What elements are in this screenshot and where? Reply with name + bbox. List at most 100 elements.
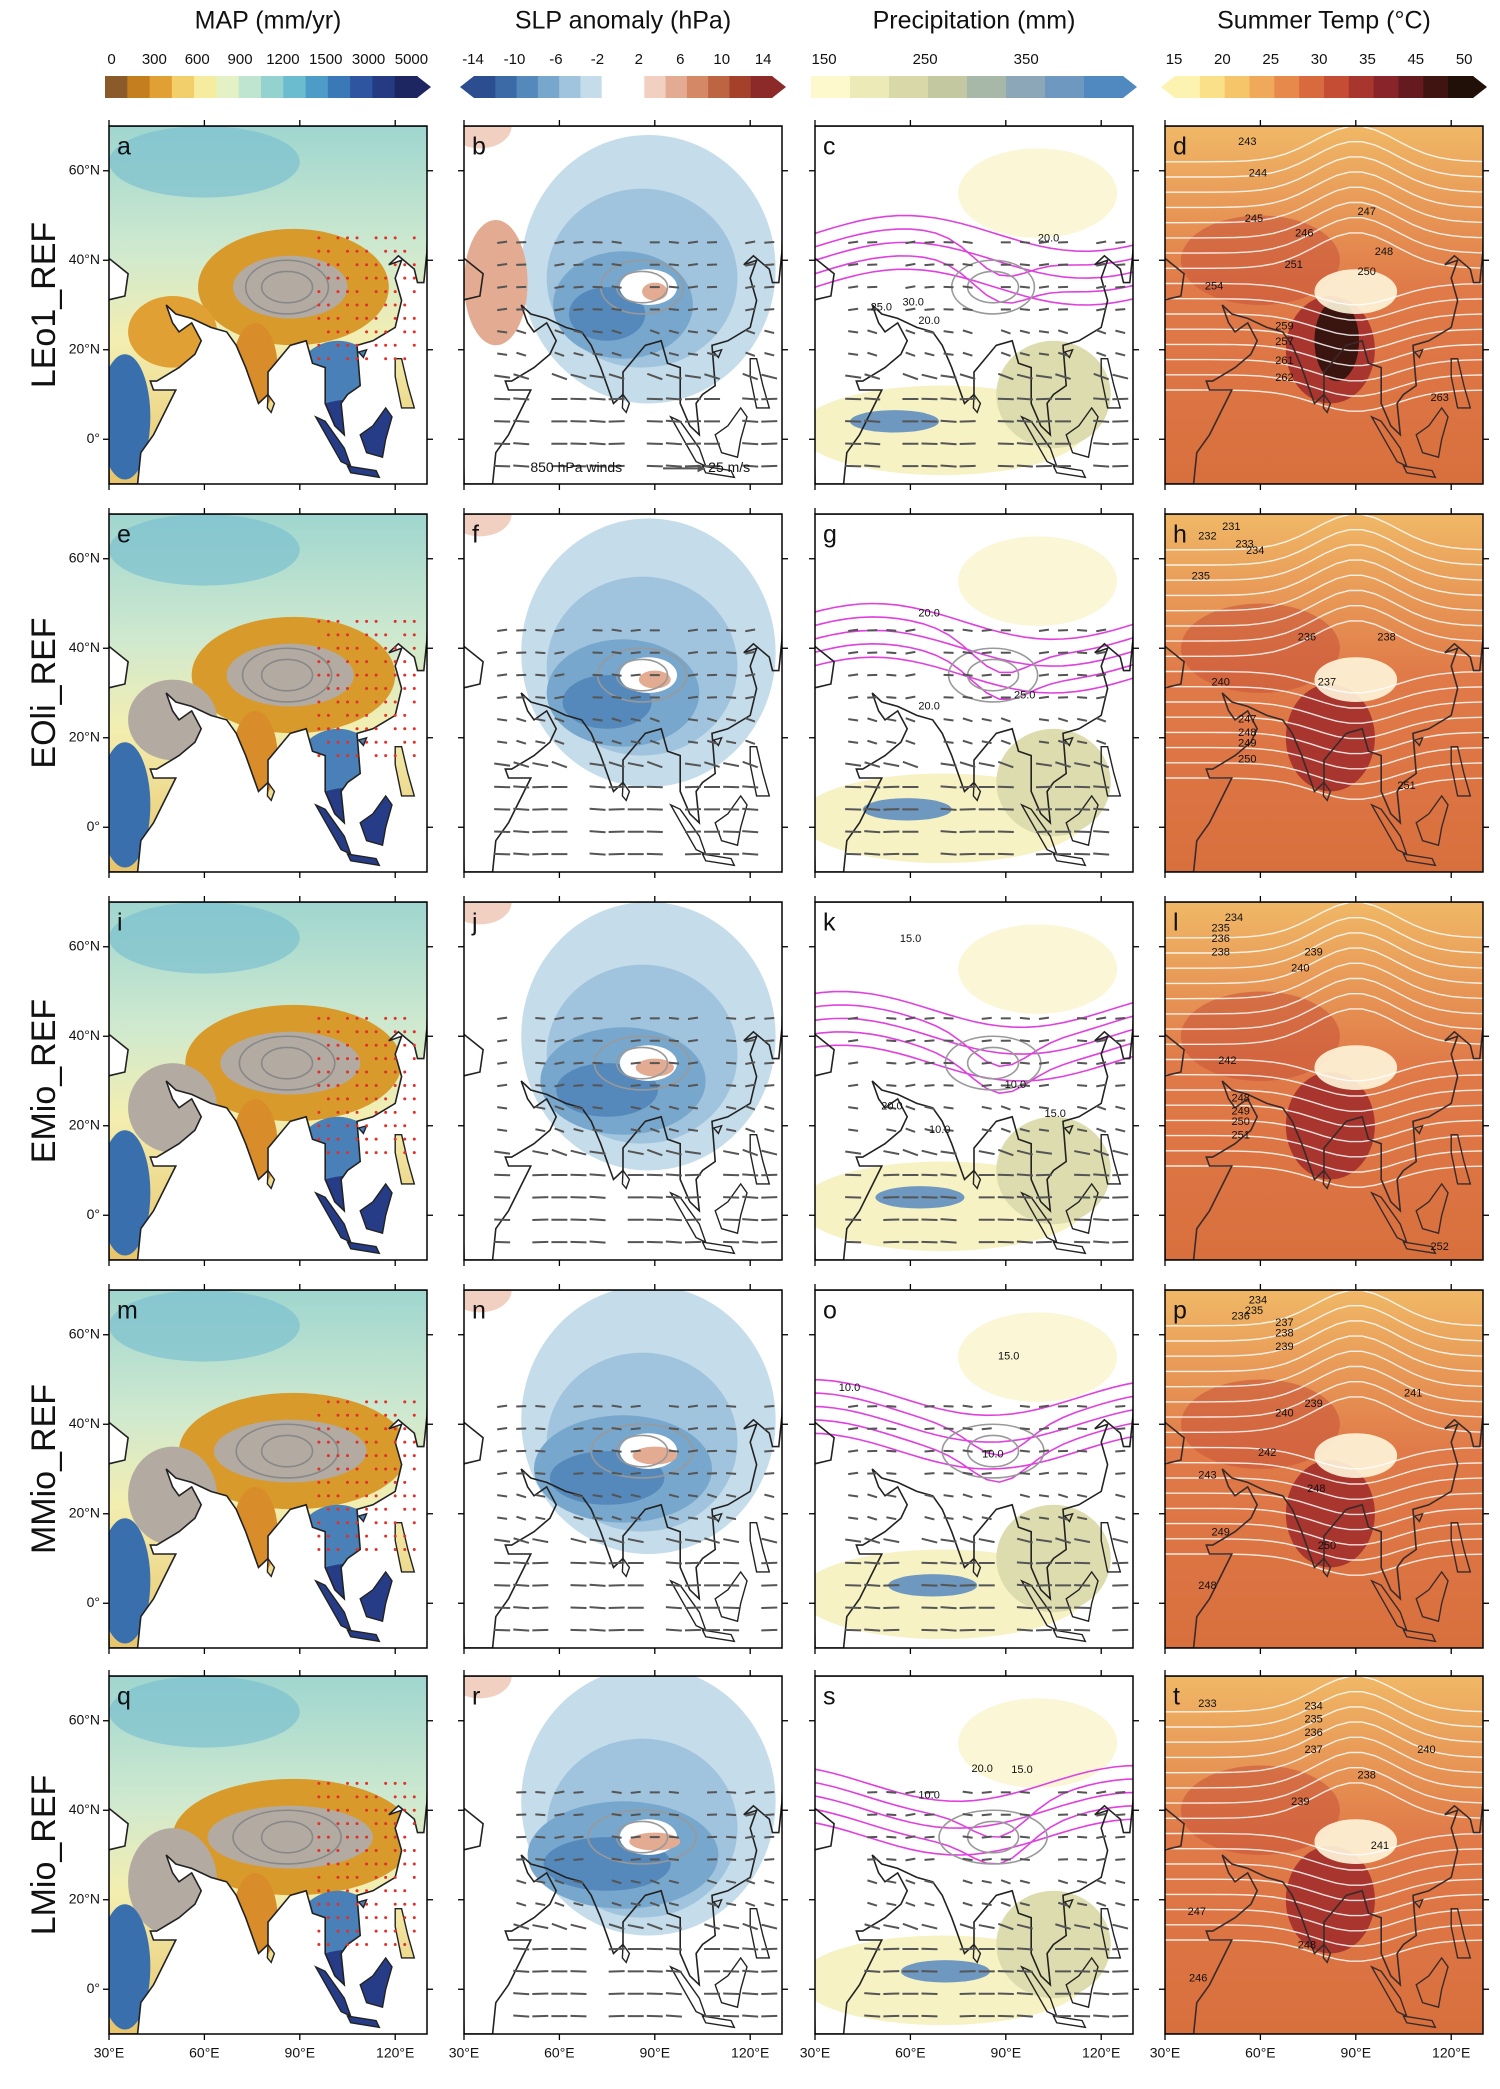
wind-vector xyxy=(570,1971,586,1972)
wind-vector xyxy=(982,630,992,631)
significance-dot xyxy=(327,1916,330,1919)
wind-vector xyxy=(494,809,510,810)
wind-vector xyxy=(921,1219,937,1220)
significance-dot xyxy=(356,714,359,717)
wind-vector xyxy=(883,787,899,788)
colorbar-segment xyxy=(1399,76,1424,98)
wind-vector xyxy=(960,1607,976,1608)
wind-vector xyxy=(1017,421,1033,422)
wind-vector xyxy=(593,719,603,720)
lat-tick-label: 20°N xyxy=(69,1890,100,1906)
significance-dot xyxy=(394,1521,397,1524)
row-label: EMio_REF xyxy=(25,999,63,1163)
significance-dot xyxy=(413,317,416,320)
wind-vector xyxy=(631,1063,641,1064)
significance-dot xyxy=(403,277,406,280)
wind-vector xyxy=(761,1563,777,1564)
wind-vector xyxy=(941,1219,957,1220)
wind-vector xyxy=(513,1971,529,1972)
significance-dot xyxy=(356,1481,359,1484)
significance-dot xyxy=(317,700,320,703)
significance-dot xyxy=(327,1494,330,1497)
significance-dot xyxy=(327,674,330,677)
wind-vector xyxy=(1077,697,1087,698)
wind-vector xyxy=(573,1063,583,1064)
wind-vector xyxy=(497,1062,507,1063)
wind-vector xyxy=(1036,466,1052,467)
wind-vector xyxy=(1039,652,1049,653)
significance-dot xyxy=(336,1441,339,1444)
wind-vector xyxy=(998,399,1014,400)
significance-dot xyxy=(384,250,387,253)
wind-vector xyxy=(1093,809,1109,810)
wind-vector xyxy=(982,1018,992,1019)
wind-vector xyxy=(570,1949,586,1950)
significance-dot xyxy=(356,1030,359,1033)
wind-vector xyxy=(494,1585,510,1586)
significance-dot xyxy=(394,1535,397,1538)
wind-vector xyxy=(669,1063,679,1064)
significance-dot xyxy=(403,1782,406,1785)
wind-vector xyxy=(612,1836,622,1837)
wind-vector xyxy=(631,630,641,631)
wind-vector xyxy=(886,1063,896,1064)
significance-dot xyxy=(365,330,368,333)
map-panel xyxy=(1159,514,1490,872)
significance-dot xyxy=(365,263,368,266)
significance-dot xyxy=(375,1084,378,1087)
significance-dot xyxy=(384,1782,387,1785)
wind-vector xyxy=(1020,1018,1030,1019)
significance-dot xyxy=(365,1441,368,1444)
contour-label: 248 xyxy=(1198,1580,1216,1592)
wind-vector xyxy=(982,1814,992,1815)
wind-vector xyxy=(883,1993,899,1994)
wind-vector xyxy=(685,443,701,444)
wind-vector xyxy=(532,1563,548,1564)
significance-dot xyxy=(336,344,339,347)
map-panel xyxy=(99,1676,430,2034)
significance-dot xyxy=(327,620,330,623)
wind-vector xyxy=(848,1062,858,1063)
wind-vector xyxy=(535,630,545,631)
significance-dot xyxy=(327,1795,330,1798)
wind-vector xyxy=(590,398,606,399)
wind-vector xyxy=(963,1859,973,1860)
significance-dot xyxy=(403,1849,406,1852)
wind-vector xyxy=(864,398,880,399)
significance-dot xyxy=(327,714,330,717)
colorbar-segment xyxy=(928,76,968,98)
significance-dot xyxy=(346,1414,349,1417)
colorbar-segment xyxy=(1084,76,1124,98)
wind-vector xyxy=(590,1242,606,1243)
significance-dot xyxy=(317,1889,320,1892)
row-label: LMio_REF xyxy=(25,1775,63,1936)
wind-vector xyxy=(848,1450,858,1451)
wind-vector xyxy=(593,1130,603,1131)
wind-vector xyxy=(666,443,682,444)
wind-vector xyxy=(570,1242,586,1243)
wind-vector xyxy=(1093,854,1109,855)
significance-dot xyxy=(356,1521,359,1524)
significance-dot xyxy=(413,1030,416,1033)
wind-vector xyxy=(666,466,682,467)
panel-letter: f xyxy=(472,521,479,549)
wind-vector xyxy=(726,1792,736,1793)
significance-dot xyxy=(375,344,378,347)
wind-vector xyxy=(848,354,858,355)
wind-vector xyxy=(688,1040,698,1041)
wind-vector xyxy=(941,831,957,832)
wind-vector xyxy=(1093,1242,1109,1243)
colorbar-segment xyxy=(1200,76,1225,98)
wind-vector xyxy=(1036,1585,1052,1586)
wind-vector xyxy=(924,1837,934,1838)
significance-dot xyxy=(384,1822,387,1825)
panel-letter: b xyxy=(472,133,486,161)
wind-vector xyxy=(494,421,510,422)
significance-dot xyxy=(394,1548,397,1551)
wind-vector xyxy=(726,1063,736,1064)
wind-vector xyxy=(573,1451,583,1452)
lon-tick-label: 60°E xyxy=(895,2045,926,2061)
contour-label: 239 xyxy=(1304,946,1322,958)
map-panel xyxy=(448,1654,785,2034)
significance-dot xyxy=(346,1916,349,1919)
